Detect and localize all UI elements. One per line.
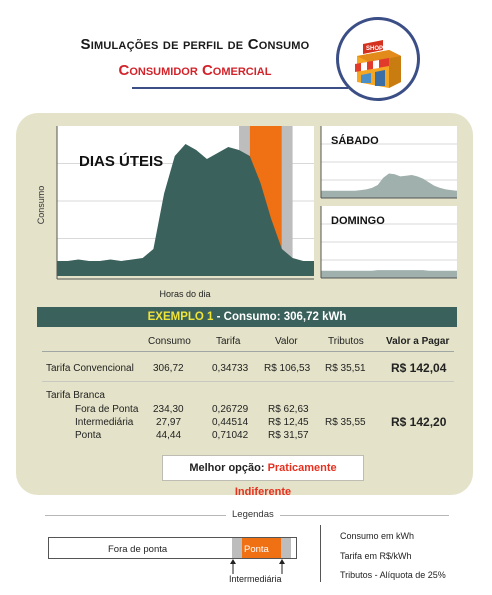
- title-underline: [132, 87, 348, 89]
- legend-vertical-divider: [320, 525, 321, 582]
- saturday-chart-title: SÁBADO: [331, 134, 379, 147]
- legend-ponta-swatch: [242, 538, 281, 558]
- row-convencional-consumo: 306,72: [153, 363, 184, 374]
- legend-ponta-label: Ponta: [244, 544, 269, 555]
- weekday-chart: DIAS ÚTEIS Consumo Horas do dia: [36, 126, 314, 299]
- legend-bar: [48, 537, 297, 559]
- example-text: - Consumo: 306,72 kWh: [213, 311, 347, 323]
- row-divider: [42, 381, 454, 382]
- row-intermediaria-consumo: 27,97: [156, 417, 182, 428]
- col-header-tributos: Tributos: [328, 336, 364, 347]
- header-divider: [42, 351, 454, 352]
- store-sign-text: SHOP: [366, 46, 383, 52]
- example-label: EXEMPLO 1: [147, 311, 214, 323]
- col-header-consumo: Consumo: [148, 336, 191, 347]
- row-branca-total: R$ 142,20: [391, 415, 447, 429]
- sunday-area-series: [321, 270, 457, 278]
- row-ponta-tarifa: 0,71042: [212, 430, 249, 441]
- sunday-chart-title: DOMINGO: [331, 215, 385, 227]
- row-fora-ponta-label: Fora de Ponta: [75, 404, 139, 415]
- weekday-area-series: [57, 144, 314, 276]
- saturday-chart: SÁBADO: [320, 126, 457, 199]
- page-title: Simulações de perfil de Consumo: [80, 36, 310, 53]
- row-branca-label: Tarifa Branca: [46, 390, 105, 401]
- row-convencional-total: R$ 142,04: [391, 361, 447, 375]
- col-header-tarifa: Tarifa: [216, 336, 241, 347]
- row-fora-ponta-valor: R$ 62,63: [268, 404, 309, 415]
- row-intermediaria-tarifa: 0,44514: [212, 417, 249, 428]
- row-intermediaria-valor: R$ 12,45: [268, 417, 309, 428]
- best-option-value: Praticamente Indiferente: [234, 462, 337, 498]
- row-convencional-valor: R$ 106,53: [264, 363, 311, 374]
- row-convencional-tributos: R$ 35,51: [325, 363, 366, 374]
- legend-intermediaria-label: Intermediária: [229, 574, 282, 584]
- col-header-valor-pagar: Valor a Pagar: [386, 336, 450, 347]
- col-header-valor: Valor: [275, 336, 298, 347]
- saturday-area-series: [321, 173, 457, 198]
- row-convencional-label: Tarifa Convencional: [46, 363, 134, 374]
- weekday-x-label: Horas do dia: [159, 289, 210, 299]
- legend-arrows: [230, 559, 285, 574]
- row-fora-ponta-tarifa: 0,26729: [212, 404, 249, 415]
- legend-fora-ponta-label: Fora de ponta: [108, 544, 168, 555]
- weekday-chart-title: DIAS ÚTEIS: [79, 152, 163, 170]
- sunday-chart: DOMINGO: [320, 206, 457, 279]
- row-convencional-tarifa: 0,34733: [212, 363, 249, 374]
- weekday-y-label: Consumo: [36, 186, 46, 225]
- legend-note-tarifa: Tarifa em R$/kWh: [340, 551, 412, 561]
- row-intermediaria-label: Intermediária: [75, 417, 134, 428]
- row-ponta-valor: R$ 31,57: [268, 430, 309, 441]
- page-subtitle: Consumidor Comercial: [118, 62, 272, 79]
- best-option-label: Melhor opção:: [189, 462, 268, 474]
- highlight-band-2: [281, 126, 293, 276]
- store-icon: SHOP: [336, 17, 420, 101]
- legend-note-tributos: Tributos - Alíquota de 25%: [340, 570, 446, 580]
- row-ponta-label: Ponta: [75, 430, 102, 441]
- legend-note-consumo: Consumo em kWh: [340, 531, 415, 541]
- best-option-box: Melhor opção: Praticamente Indiferente: [162, 455, 364, 498]
- legend-title: Legendas: [226, 509, 280, 520]
- example-banner: EXEMPLO 1 - Consumo: 306,72 kWh: [37, 307, 457, 327]
- row-branca-tributos: R$ 35,55: [325, 417, 366, 428]
- row-fora-ponta-consumo: 234,30: [153, 404, 184, 415]
- row-ponta-consumo: 44,44: [156, 430, 182, 441]
